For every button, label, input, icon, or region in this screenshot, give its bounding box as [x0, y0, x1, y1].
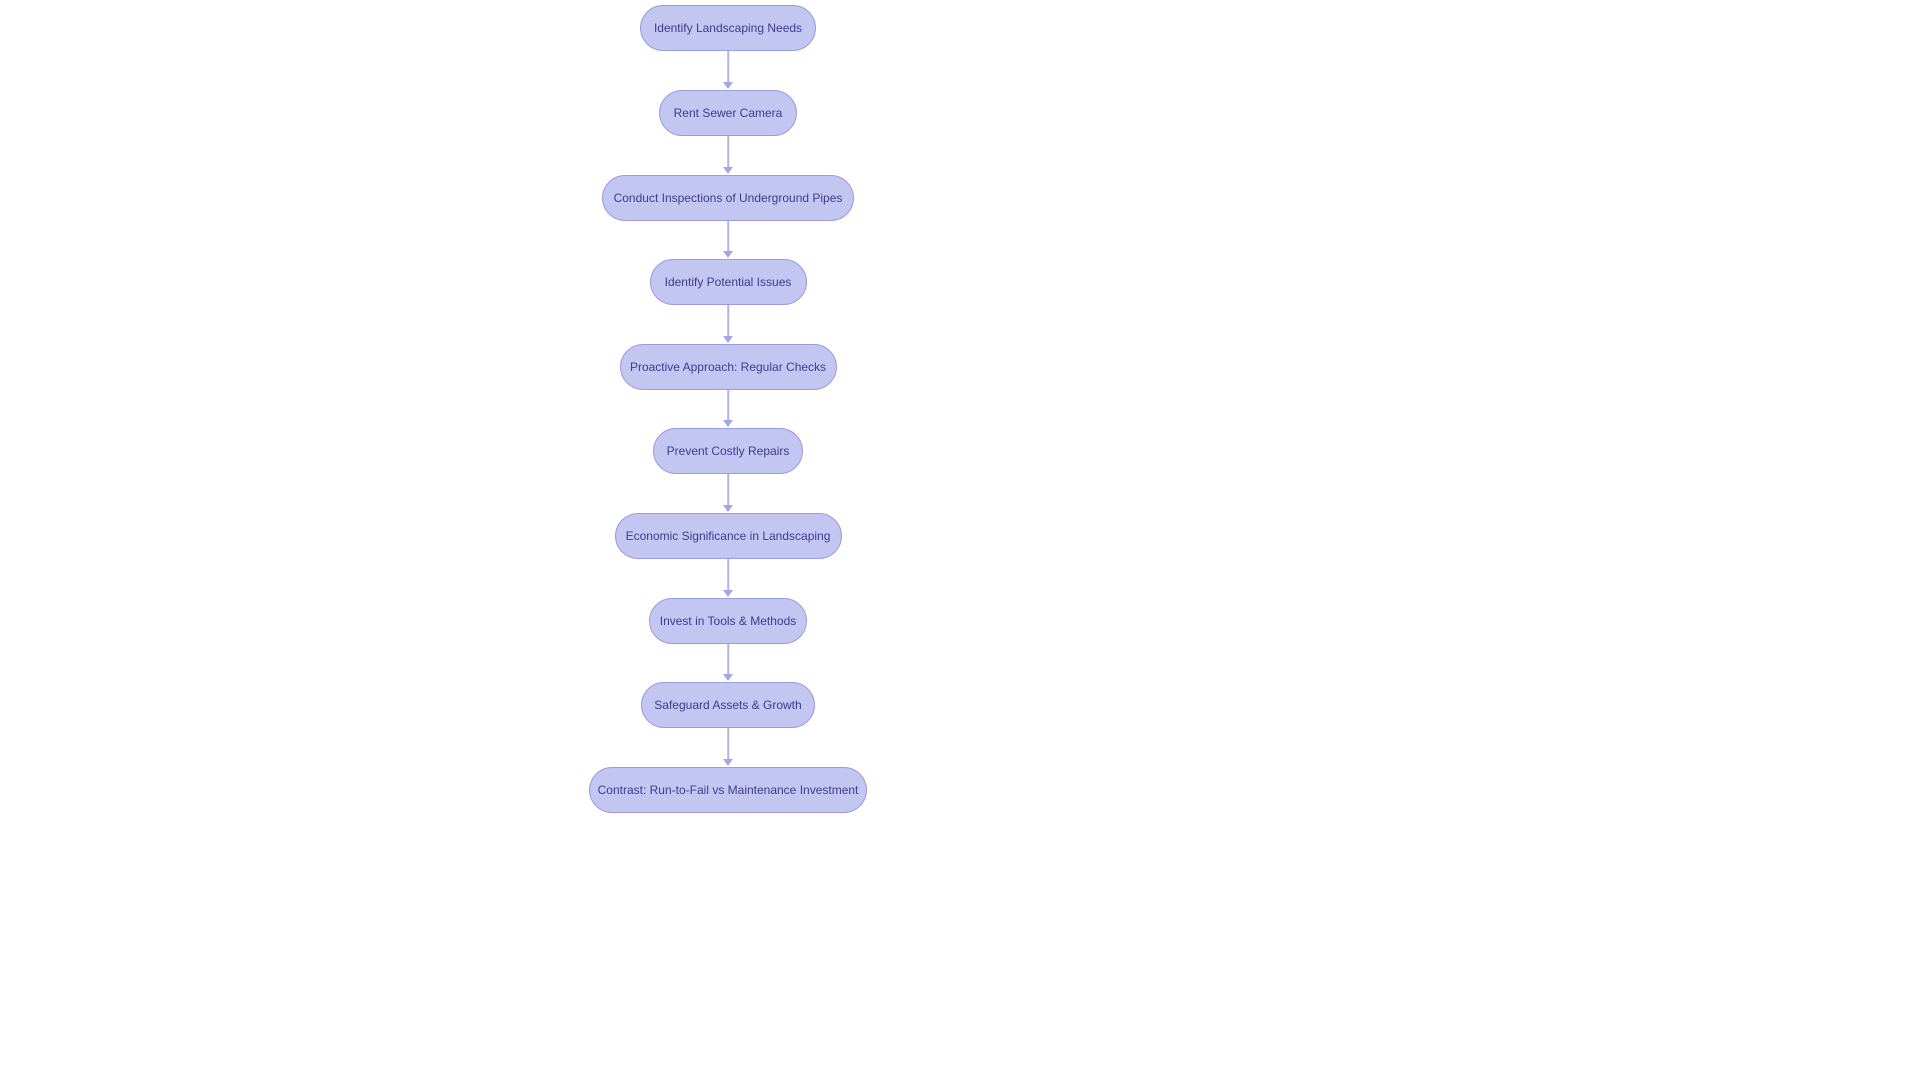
flow-arrow-head-icon [723, 505, 733, 512]
flow-node-label: Contrast: Run-to-Fail vs Maintenance Inv… [598, 783, 859, 797]
flow-arrow-head-icon [723, 82, 733, 89]
flowchart-container: Identify Landscaping Needs Rent Sewer Cam… [0, 0, 1920, 1080]
flow-node-n10: Contrast: Run-to-Fail vs Maintenance Inv… [589, 767, 867, 813]
flow-node-label: Rent Sewer Camera [674, 106, 783, 120]
flow-arrow-head-icon [723, 590, 733, 597]
flow-node-n1: Identify Landscaping Needs [640, 5, 816, 51]
flow-arrow-line [727, 728, 729, 760]
flow-node-n6: Prevent Costly Repairs [653, 428, 803, 474]
flow-arrow-head-icon [723, 167, 733, 174]
flow-arrow-head-icon [723, 674, 733, 681]
flow-arrow-line [727, 644, 729, 675]
flow-arrow-line [727, 390, 729, 421]
flow-arrow-line [727, 559, 729, 591]
flow-node-n9: Safeguard Assets & Growth [641, 682, 815, 728]
flow-node-n5: Proactive Approach: Regular Checks [620, 344, 837, 390]
flow-node-n3: Conduct Inspections of Underground Pipes [602, 175, 854, 221]
flow-arrow-head-icon [723, 420, 733, 427]
flow-node-n7: Economic Significance in Landscaping [615, 513, 842, 559]
flow-node-label: Proactive Approach: Regular Checks [630, 360, 826, 374]
flow-node-label: Safeguard Assets & Growth [654, 698, 801, 712]
flow-arrow-line [727, 221, 729, 252]
flow-node-label: Prevent Costly Repairs [667, 444, 790, 458]
flow-node-label: Identify Landscaping Needs [654, 21, 802, 35]
flow-node-label: Identify Potential Issues [665, 275, 792, 289]
flow-node-n4: Identify Potential Issues [650, 259, 807, 305]
flow-node-label: Invest in Tools & Methods [660, 614, 797, 628]
flow-arrow-head-icon [723, 336, 733, 343]
flow-arrow-line [727, 51, 729, 83]
flow-node-n2: Rent Sewer Camera [659, 90, 797, 136]
flow-arrow-head-icon [723, 759, 733, 766]
flow-arrow-head-icon [723, 251, 733, 258]
flow-arrow-line [727, 474, 729, 506]
flow-node-label: Economic Significance in Landscaping [626, 529, 831, 543]
flow-arrow-line [727, 136, 729, 168]
flow-node-label: Conduct Inspections of Underground Pipes [614, 191, 843, 205]
flow-arrow-line [727, 305, 729, 337]
flow-node-n8: Invest in Tools & Methods [649, 598, 807, 644]
